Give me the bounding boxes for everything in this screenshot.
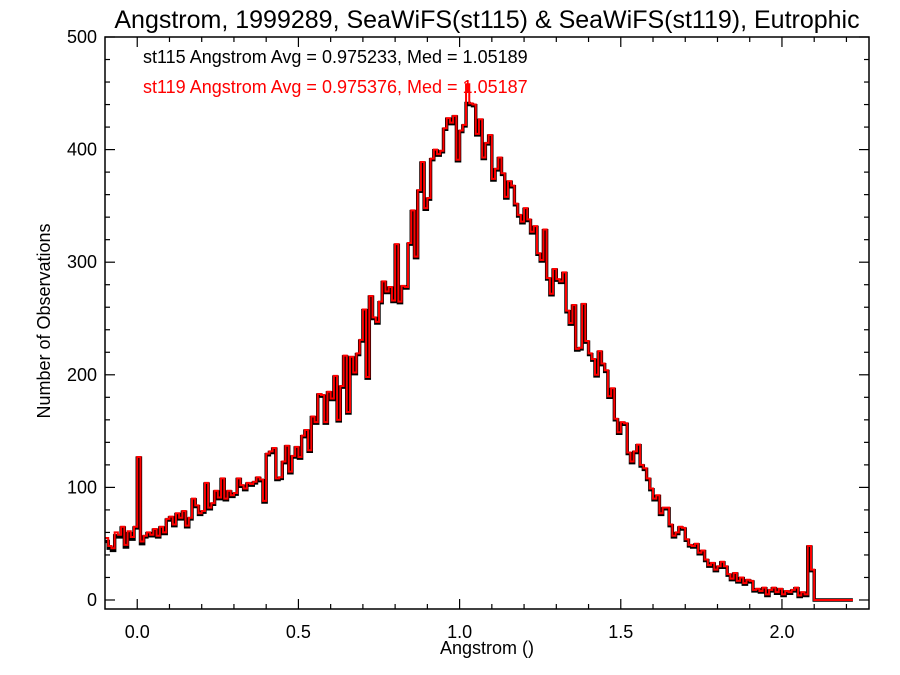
tick-layer: 0.0 0.5 1.0 1.5 2.0 0 100 200 300 400 500 bbox=[67, 27, 869, 642]
x-axis-label: Angstrom () bbox=[440, 638, 534, 658]
y-tick-label: 0 bbox=[87, 590, 97, 610]
y-axis-label: Number of Observations bbox=[34, 223, 54, 418]
series-st119-line bbox=[105, 83, 853, 601]
y-tick-label: 200 bbox=[67, 365, 97, 385]
x-tick-label: 0.0 bbox=[125, 622, 150, 642]
series-st115-line bbox=[105, 101, 853, 602]
y-tick-label: 500 bbox=[67, 27, 97, 47]
x-tick-label: 2.0 bbox=[769, 622, 794, 642]
chart-title: Angstrom, 1999289, SeaWiFS(st115) & SeaW… bbox=[114, 6, 859, 34]
series-layer bbox=[105, 83, 853, 602]
y-tick-label: 100 bbox=[67, 477, 97, 497]
x-tick-label: 0.5 bbox=[286, 622, 311, 642]
y-tick-label: 400 bbox=[67, 140, 97, 160]
y-tick-label: 300 bbox=[67, 252, 97, 272]
x-tick-label: 1.5 bbox=[608, 622, 633, 642]
legend-entry-st115: st115 Angstrom Avg = 0.975233, Med = 1.0… bbox=[143, 47, 528, 67]
x-tick-label: 1.0 bbox=[447, 622, 472, 642]
legend-entry-st119: st119 Angstrom Avg = 0.975376, Med = 1.0… bbox=[143, 77, 528, 97]
plot-frame bbox=[104, 36, 870, 610]
